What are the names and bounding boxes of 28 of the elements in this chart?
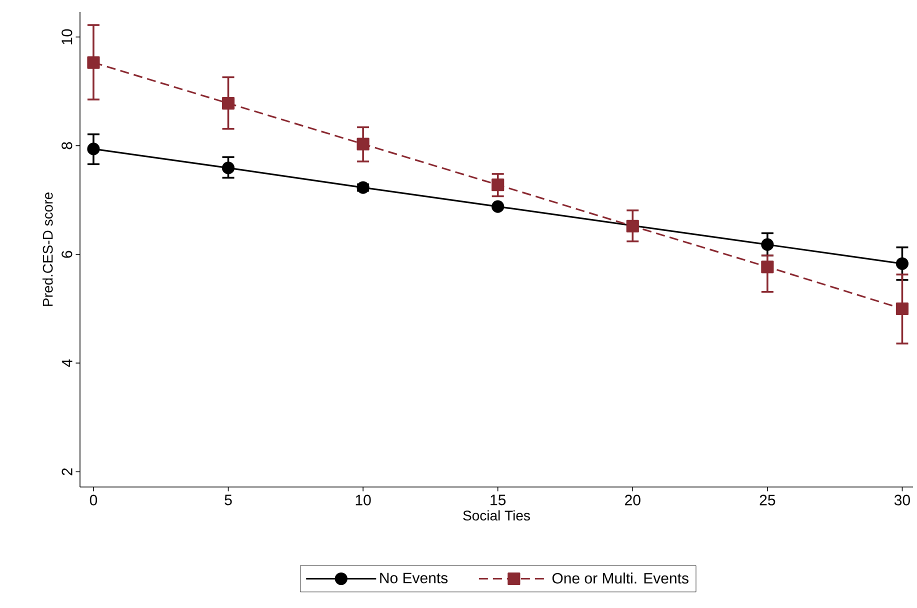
x-tick-label: 20 (625, 494, 640, 506)
y-tick-label: 10 (62, 29, 72, 44)
y-tick-label: 6 (62, 250, 72, 258)
x-tick-label: 15 (490, 494, 506, 506)
point (626, 220, 639, 232)
x-axis-title: Social Ties (463, 510, 530, 521)
y-tick-label: 8 (62, 142, 72, 150)
point (222, 97, 235, 110)
y-tick-label: 2 (62, 468, 72, 476)
y-axis-title: Pred.CES-D score (42, 192, 53, 306)
point (87, 56, 100, 69)
point (356, 138, 370, 150)
point (222, 162, 235, 174)
point (761, 238, 774, 251)
x-tick-label: 30 (894, 494, 910, 506)
legend-label: One or Multi. Events (552, 572, 688, 584)
point (896, 257, 909, 270)
point (896, 302, 909, 316)
point (492, 200, 504, 213)
point (492, 178, 504, 192)
x-tick-label: 10 (356, 494, 371, 506)
x-tick-label: 0 (90, 494, 98, 506)
x-tick-label: 25 (760, 494, 776, 506)
x-tick-label: 5 (224, 494, 232, 506)
point (87, 142, 100, 156)
y-tick-label: 4 (62, 359, 72, 367)
legend-label: No Events (380, 572, 448, 584)
point (761, 260, 774, 274)
